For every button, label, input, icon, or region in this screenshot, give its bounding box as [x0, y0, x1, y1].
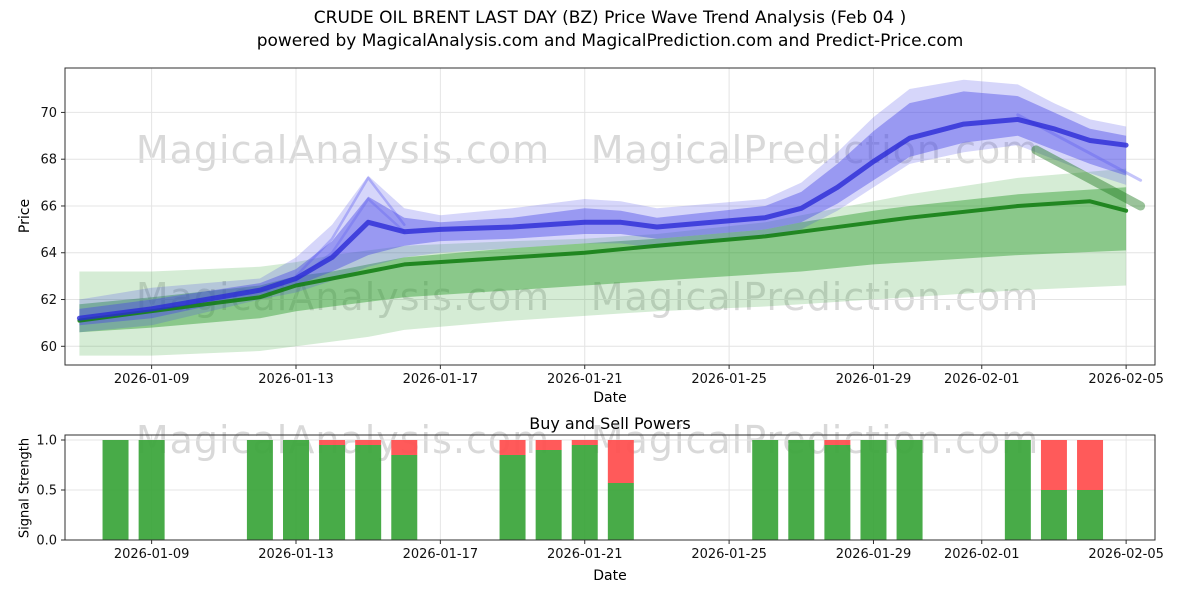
buy-bar: [138, 440, 165, 540]
x-tick-label: 2026-01-09: [114, 547, 190, 562]
y-tick-label: 0.5: [36, 484, 57, 499]
buy-bar: [499, 455, 526, 540]
watermark-magicalanalysis: MagicalAnalysis.com: [135, 128, 551, 172]
date-axis-label-top: Date: [593, 390, 627, 406]
y-tick-label: 66: [40, 199, 57, 214]
x-tick-label: 2026-01-25: [691, 547, 767, 562]
buy-bar: [824, 445, 851, 540]
sell-bar: [319, 440, 346, 445]
chart-title-line1: CRUDE OIL BRENT LAST DAY (BZ) Price Wave…: [313, 8, 907, 28]
x-tick-label: 2026-01-17: [403, 372, 479, 387]
sell-bar: [571, 440, 598, 445]
price-axis-label: Price: [17, 198, 33, 234]
y-tick-label: 68: [40, 153, 57, 168]
buy-bar: [391, 455, 418, 540]
x-tick-label: 2026-01-29: [836, 547, 912, 562]
x-tick-label: 2026-01-25: [691, 372, 767, 387]
x-tick-label: 2026-02-05: [1088, 372, 1164, 387]
watermark-magicalanalysis: MagicalAnalysis.com: [135, 275, 551, 319]
watermark-magicalprediction: MagicalPrediction.com: [590, 275, 1040, 319]
y-tick-label: 0.0: [36, 534, 57, 549]
chart-title-line2: powered by MagicalAnalysis.com and Magic…: [256, 31, 964, 51]
x-tick-label: 2026-02-01: [944, 372, 1020, 387]
buy-bar: [896, 440, 923, 540]
buy-bar: [535, 450, 562, 540]
x-tick-label: 2026-01-29: [836, 372, 912, 387]
sell-bar: [607, 440, 634, 483]
price-history-line: [77, 199, 1129, 323]
watermark-magicalprediction: MagicalPrediction.com: [590, 128, 1040, 172]
buy-bar: [355, 445, 382, 540]
x-tick-label: 2026-02-05: [1088, 547, 1164, 562]
green-trend-wedge: [1031, 145, 1146, 211]
buy-bar: [752, 440, 779, 540]
plot-border: [64, 434, 1156, 541]
green-outer-band: [79, 168, 1127, 356]
sell-bar: [1040, 440, 1067, 490]
sell-bar: [535, 440, 562, 450]
x-tick-label: 2026-01-17: [403, 547, 479, 562]
buy-bar: [788, 440, 815, 540]
buy-bar: [246, 440, 273, 540]
buy-bar: [102, 440, 129, 540]
x-tick-label: 2026-02-01: [944, 547, 1020, 562]
power-chart-title: Buy and Sell Powers: [529, 414, 691, 433]
buy-bar: [607, 483, 634, 540]
x-tick-label: 2026-01-21: [547, 372, 623, 387]
blue-inner-band: [79, 91, 1127, 326]
prediction-line: [76, 116, 1129, 321]
y-tick-label: 60: [40, 340, 57, 355]
buy-bar: [1077, 490, 1104, 540]
sell-bar: [1077, 440, 1104, 490]
sell-bar: [355, 440, 382, 445]
sell-bar: [391, 440, 418, 455]
x-tick-label: 2026-01-13: [258, 372, 334, 387]
buy-bar: [319, 445, 346, 540]
plot-border: [64, 67, 1156, 366]
y-tick-label: 64: [40, 246, 57, 261]
y-tick-label: 70: [40, 106, 57, 121]
x-tick-label: 2026-01-09: [114, 372, 190, 387]
buy-bar: [1040, 490, 1067, 540]
x-tick-label: 2026-01-13: [258, 547, 334, 562]
buy-bar: [571, 445, 598, 540]
signal-strength-axis-label: Signal Strength: [17, 437, 33, 539]
x-tick-label: 2026-01-21: [547, 547, 623, 562]
buy-bar: [1004, 440, 1031, 540]
y-tick-label: 1.0: [36, 434, 57, 449]
blue-spike-trace-1: [294, 176, 406, 278]
sell-bar: [499, 440, 526, 455]
sell-bar: [824, 440, 851, 445]
blue-outer-band: [79, 79, 1127, 333]
date-axis-label-bottom: Date: [593, 568, 627, 584]
y-tick-label: 62: [40, 293, 57, 308]
buy-bar: [283, 440, 309, 540]
buy-bar: [860, 440, 887, 540]
